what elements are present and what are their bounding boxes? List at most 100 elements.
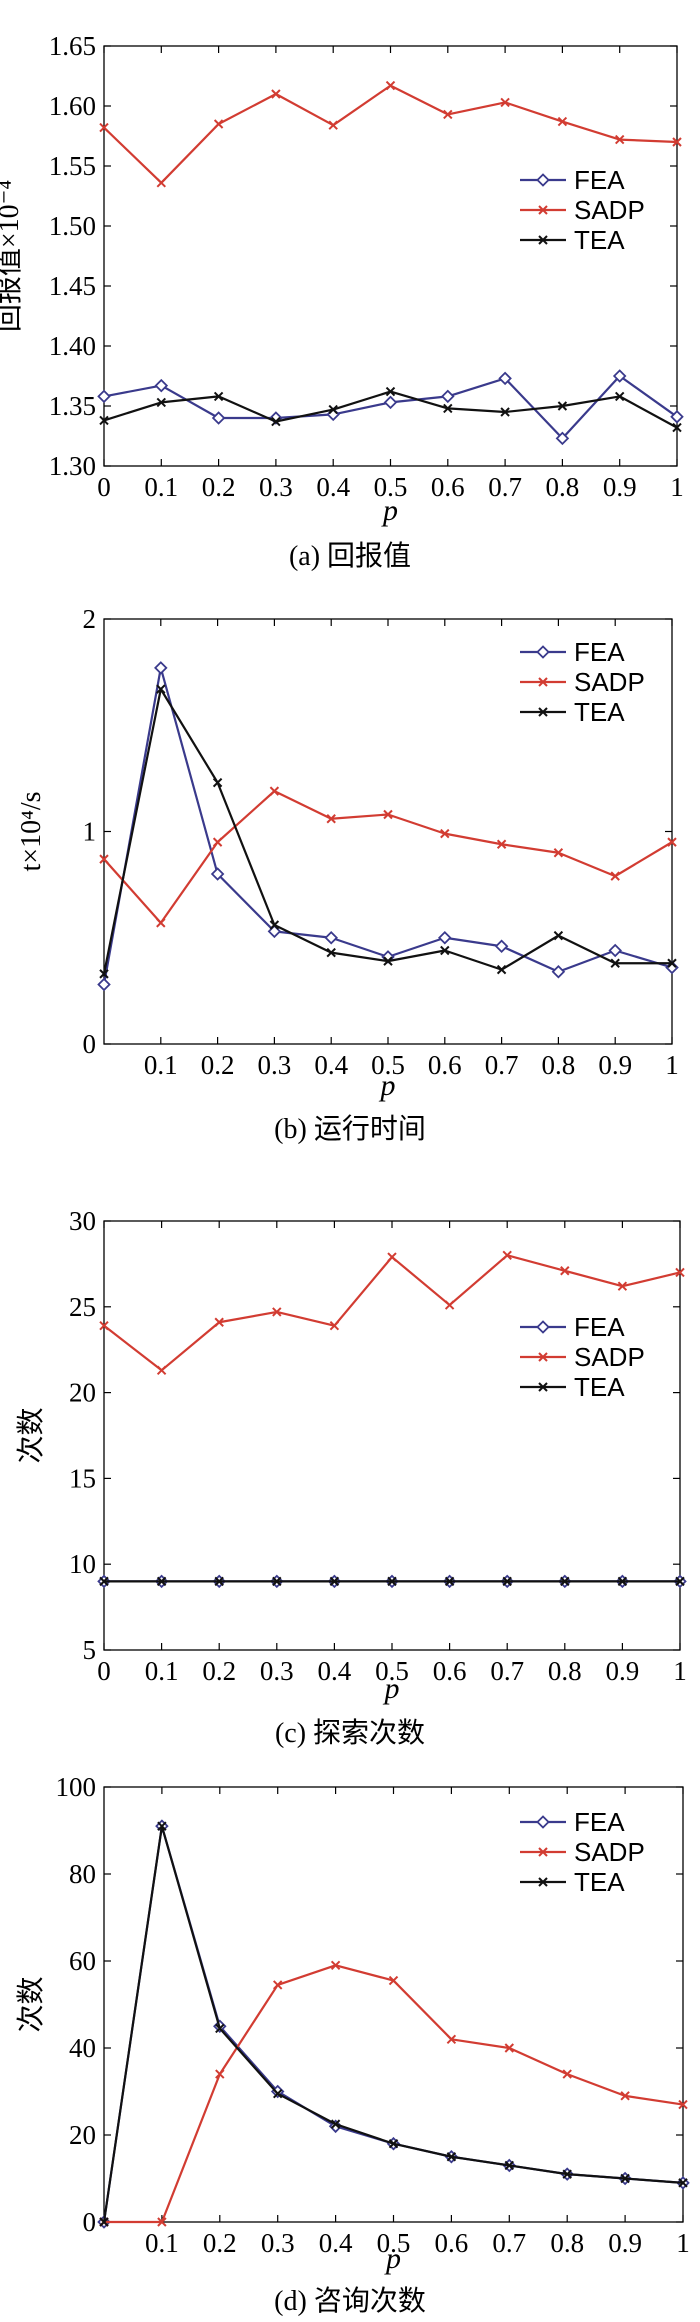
y-tick-label: 1.50 (49, 211, 96, 241)
legend-label-sadp: SADP (574, 1837, 645, 1867)
x-tick-label: 0.2 (201, 1050, 235, 1080)
x-tick-label: 0.1 (144, 472, 178, 502)
data-point-sadp (156, 1365, 167, 1375)
y-tick-label: 20 (69, 2120, 96, 2150)
data-point-sadp (329, 1320, 340, 1331)
data-point-tea (272, 2088, 283, 2099)
data-point-sadp (614, 134, 625, 145)
data-point-sadp (675, 1267, 685, 1278)
x-tick-label: 0.9 (603, 472, 637, 502)
x-tick-label: 0.7 (490, 1656, 524, 1686)
data-point-tea (446, 2152, 457, 2162)
data-point-tea (675, 1576, 685, 1587)
y-tick-label: 25 (69, 1292, 96, 1322)
data-point-fea (324, 930, 338, 945)
x-tick-label: 0.3 (258, 1050, 292, 1080)
data-point-fea (441, 389, 455, 404)
x-tick-label: 0.6 (435, 2228, 469, 2258)
chart-panel-3: 5 10 15 20 25 30 0 0.1 0.2 0.3 0.4 0.5 0.6 0.7 0.8 0.9 1… (15, 1206, 687, 1749)
data-point-fea (97, 977, 111, 992)
y-tick-label: 30 (69, 1206, 96, 1236)
data-point-tea (99, 2217, 109, 2227)
legend-label-fea: FEA (574, 165, 625, 195)
legend-marker-tea (538, 1877, 548, 1887)
y-axis-label: 回报值×10⁻⁴ (0, 180, 25, 332)
x-tick-label: 0.7 (488, 472, 522, 502)
data-point-tea (329, 1576, 340, 1587)
data-point-sadp (672, 137, 682, 147)
data-point-tea (560, 1576, 570, 1587)
data-point-tea (502, 1576, 512, 1587)
x-axis-label: p (384, 2242, 401, 2275)
series-line-sadp (104, 1964, 684, 2224)
data-point-sadp (99, 1320, 109, 1331)
data-point-fea (551, 964, 566, 979)
y-tick-label: 1.45 (49, 271, 96, 301)
data-point-tea (443, 403, 453, 414)
x-tick-label: 0.2 (202, 1656, 236, 1686)
data-point-sadp (157, 2217, 167, 2227)
x-axis-label: p (383, 1672, 400, 1705)
x-tick-label: 0.5 (375, 1656, 409, 1686)
legend-marker-tea (538, 707, 548, 717)
x-tick-label: 1 (670, 472, 684, 502)
x-tick-label: 1 (665, 1050, 679, 1080)
data-point-tea (157, 1821, 167, 1831)
data-point-tea (496, 964, 507, 975)
data-point-sadp (271, 89, 281, 99)
legend-marker-fea (536, 173, 550, 187)
data-point-sadp (99, 122, 109, 133)
legend-marker-sadp (538, 1352, 548, 1362)
data-point-sadp (496, 839, 507, 849)
legend-marker-tea (538, 235, 548, 245)
x-tick-label: 0.6 (433, 1656, 467, 1686)
x-tick-label: 0.5 (371, 1050, 405, 1080)
data-point-sadp (385, 80, 396, 91)
y-tick-label: 1.40 (49, 331, 96, 361)
data-point-fea (494, 939, 509, 954)
x-tick-label: 0.9 (606, 1656, 640, 1686)
y-axis-label: 次数 (15, 1976, 47, 2032)
chart-caption: (d) 咨询次数 (274, 2285, 426, 2317)
x-tick-label: 0 (97, 1656, 111, 1686)
data-point-tea (269, 920, 280, 930)
legend-marker-sadp (538, 205, 548, 215)
data-point-tea (156, 1576, 167, 1587)
y-tick-label: 0 (83, 2207, 97, 2237)
y-tick-label: 1.30 (49, 451, 96, 481)
data-point-sadp (617, 1281, 628, 1291)
data-point-tea (383, 956, 393, 966)
legend-label-tea: TEA (574, 1867, 625, 1897)
legend-marker-fea (536, 1320, 550, 1334)
x-tick-label: 0.3 (261, 2228, 295, 2258)
legend-marker-sadp (538, 1847, 548, 1857)
legend-label-sadp: SADP (574, 195, 645, 225)
data-point-sadp (504, 2043, 515, 2053)
data-point-sadp (667, 837, 677, 847)
data-point-sadp (326, 814, 336, 824)
data-point-sadp (443, 109, 453, 120)
data-point-fea (670, 410, 684, 424)
data-point-sadp (387, 1252, 397, 1262)
x-tick-label: 0.8 (546, 472, 580, 502)
y-tick-label: 10 (69, 1549, 96, 1579)
legend-label-fea: FEA (574, 1312, 625, 1342)
data-point-sadp (269, 786, 280, 796)
x-tick-label: 0.9 (598, 1050, 632, 1080)
data-point-sadp (560, 1266, 570, 1276)
data-point-fea (555, 431, 570, 446)
data-point-tea (212, 777, 223, 788)
data-point-tea (500, 407, 510, 417)
x-tick-label: 0.7 (485, 1050, 519, 1080)
data-point-tea (99, 415, 109, 426)
data-point-sadp (213, 119, 224, 129)
x-tick-label: 0.4 (316, 472, 350, 502)
x-tick-label: 0.4 (319, 2228, 353, 2258)
data-point-fea (154, 378, 169, 393)
data-point-tea (272, 1576, 282, 1587)
chart-caption: (c) 探索次数 (275, 1717, 425, 1749)
data-point-fea (383, 395, 398, 410)
data-point-sadp (502, 1250, 512, 1261)
legend-label-fea: FEA (574, 637, 625, 667)
